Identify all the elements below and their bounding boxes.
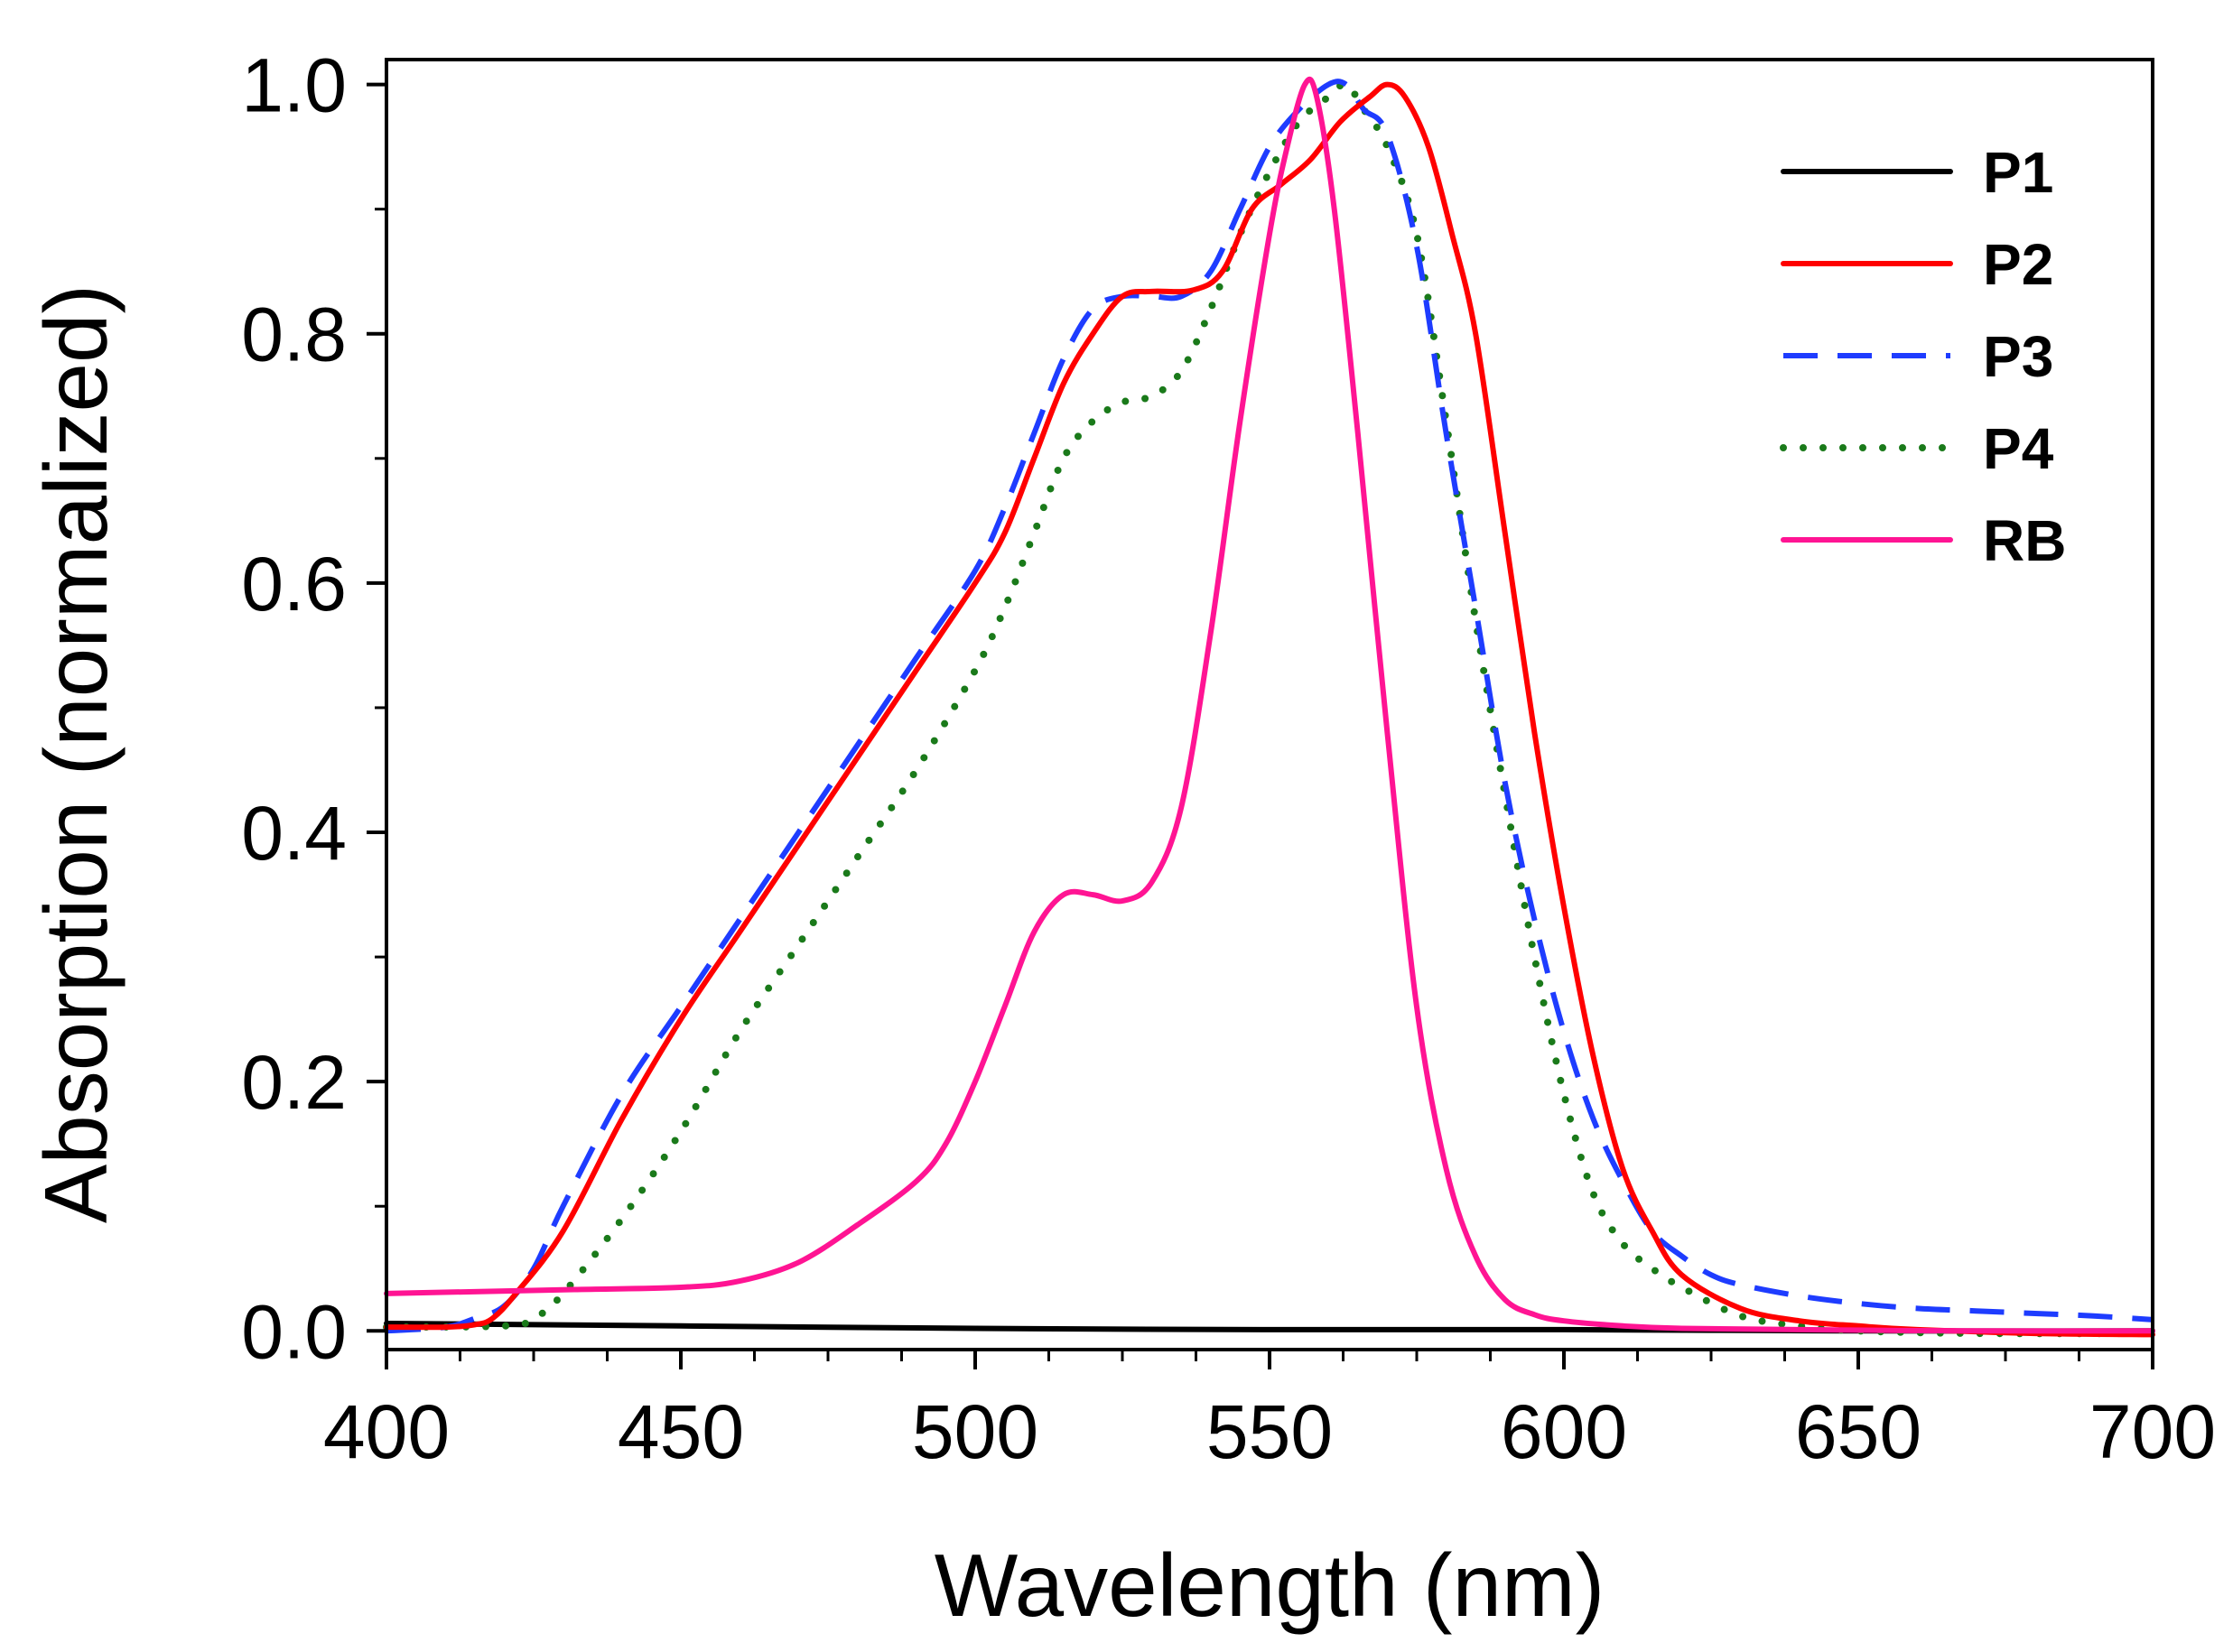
x-tick-label: 450 bbox=[618, 1389, 744, 1474]
y-tick-label: 0.4 bbox=[241, 791, 347, 876]
y-tick-label: 0.8 bbox=[241, 292, 347, 377]
x-tick-label: 400 bbox=[323, 1389, 450, 1474]
series-line-p2 bbox=[384, 81, 2155, 1338]
x-tick-label: 650 bbox=[1795, 1389, 1921, 1474]
series-line-p3 bbox=[386, 79, 2154, 1334]
legend: P1 P2 P3 P4 RB bbox=[1780, 140, 2066, 573]
series-line-p4 bbox=[383, 80, 2156, 1338]
plot-frame bbox=[385, 58, 2154, 1351]
tick-labels: 400 450 500 550 600 650 700 0.0 0.2 0.4 0.6 0.8 1.0 bbox=[241, 43, 2216, 1474]
y-tick-label: 0.6 bbox=[241, 542, 347, 626]
y-tick-label: 1.0 bbox=[241, 43, 347, 128]
legend-label-p2: P2 bbox=[1983, 232, 2053, 297]
y-tick-label: 0.2 bbox=[241, 1040, 347, 1125]
axis-ticks bbox=[367, 82, 2154, 1369]
legend-label-p4: P4 bbox=[1983, 416, 2054, 481]
x-tick-label: 500 bbox=[912, 1389, 1038, 1474]
legend-label-rb: RB bbox=[1983, 508, 2066, 573]
x-tick-label: 700 bbox=[2089, 1389, 2216, 1474]
series-line-rb bbox=[384, 76, 2155, 1334]
x-tick-label: 600 bbox=[1501, 1389, 1627, 1474]
legend-label-p1: P1 bbox=[1983, 140, 2053, 205]
y-tick-label: 0.0 bbox=[241, 1289, 347, 1374]
x-axis-title: Wavelength (nm) bbox=[935, 1536, 1605, 1635]
legend-label-p3: P3 bbox=[1983, 324, 2053, 389]
x-tick-label: 550 bbox=[1206, 1389, 1333, 1474]
y-axis-title: Absorption (normalized) bbox=[26, 284, 126, 1223]
series-curves bbox=[383, 76, 2156, 1338]
